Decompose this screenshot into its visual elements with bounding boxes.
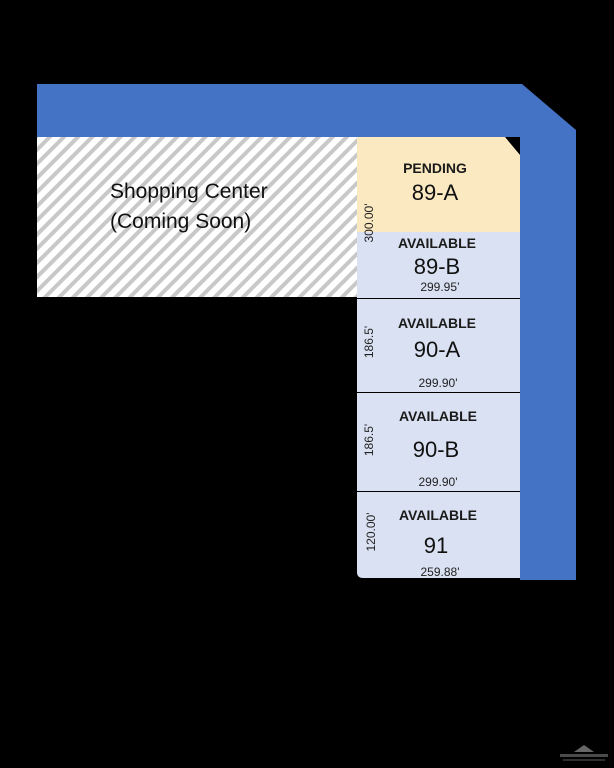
- lot-status: PENDING: [403, 160, 467, 176]
- lot-id: 91: [424, 533, 448, 558]
- side-dimension: 186.5': [362, 424, 376, 456]
- lot-status: AVAILABLE: [398, 315, 476, 331]
- lot-status: AVAILABLE: [399, 507, 477, 523]
- lot-frontage: 299.95’: [420, 280, 459, 294]
- shopping-center-label-line2: (Coming Soon): [110, 210, 251, 233]
- lot-status: AVAILABLE: [398, 235, 476, 251]
- shopping-center-parcel: Shopping Center (Coming Soon): [37, 137, 357, 297]
- lot-91[interactable]: AVAILABLE 91 259.88': [357, 492, 520, 579]
- lot-status: AVAILABLE: [399, 408, 477, 424]
- watermark-logo: [560, 745, 608, 761]
- lot-89-a[interactable]: PENDING 89-A: [357, 137, 520, 232]
- lot-frontage: 259.88': [421, 565, 460, 579]
- lot-frontage: 299.90': [419, 376, 458, 390]
- shopping-center-label-line1: Shopping Center: [110, 180, 268, 203]
- road: [37, 84, 576, 580]
- lot-89-b[interactable]: AVAILABLE 89-B 299.95’: [357, 232, 520, 298]
- side-dimension: 300.00': [362, 204, 376, 243]
- lot-90-b[interactable]: AVAILABLE 90-B 299.90': [357, 393, 520, 491]
- lot-id: 89-B: [414, 254, 460, 279]
- side-dimension: 120.00': [364, 513, 378, 552]
- side-dimension: 186.5': [362, 326, 376, 358]
- lot-frontage: 299.90': [419, 475, 458, 489]
- lot-id: 89-A: [412, 180, 459, 205]
- lot-90-a[interactable]: AVAILABLE 90-A 299.90': [357, 299, 520, 392]
- lot-id: 90-B: [413, 437, 459, 462]
- lot-id: 90-A: [414, 337, 461, 362]
